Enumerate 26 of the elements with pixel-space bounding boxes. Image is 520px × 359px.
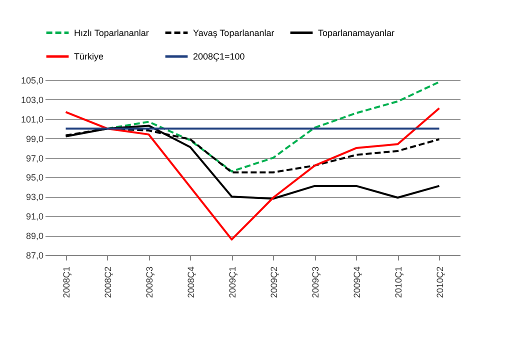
- x-tick-label: 2009Ç4: [352, 266, 362, 298]
- x-tick-label: 2009Ç3: [310, 266, 320, 298]
- legend-label: Hızlı Toparlananlar: [74, 28, 149, 38]
- y-tick-label: 101,0: [20, 114, 44, 124]
- legend-label: Toparlanamayanlar: [318, 28, 395, 38]
- x-tick-label: 2008Ç2: [102, 266, 113, 298]
- y-tick-label: 97,0: [26, 153, 44, 164]
- legend-label: Türkiye: [74, 52, 104, 62]
- y-tick-label: 103,0: [20, 94, 44, 105]
- legend-label: Yavaş Toparlananlar: [193, 28, 274, 38]
- y-tick-label: 95,0: [26, 172, 44, 183]
- x-tick-label: 2009Ç1: [227, 266, 238, 298]
- x-tick-label: 2008Ç3: [144, 266, 154, 298]
- y-tick-label: 105,0: [20, 76, 44, 86]
- y-tick-label: 93,0: [26, 192, 44, 202]
- y-tick-label: 91,0: [26, 212, 44, 222]
- x-tick-label: 2008Ç4: [186, 266, 196, 298]
- x-tick-label: 2010Ç1: [393, 266, 404, 298]
- y-tick-label: 89,0: [26, 231, 44, 242]
- line-series: [64, 107, 440, 240]
- x-tick-label: 2009Ç2: [268, 266, 279, 298]
- x-tick-label: 2010Ç2: [434, 266, 445, 298]
- y-tick-label: 87,0: [26, 250, 44, 260]
- x-tick-label: 2008Ç1: [61, 266, 72, 298]
- y-tick-label: 99,0: [26, 134, 44, 144]
- legend-label: 2008Ç1=100: [193, 52, 245, 62]
